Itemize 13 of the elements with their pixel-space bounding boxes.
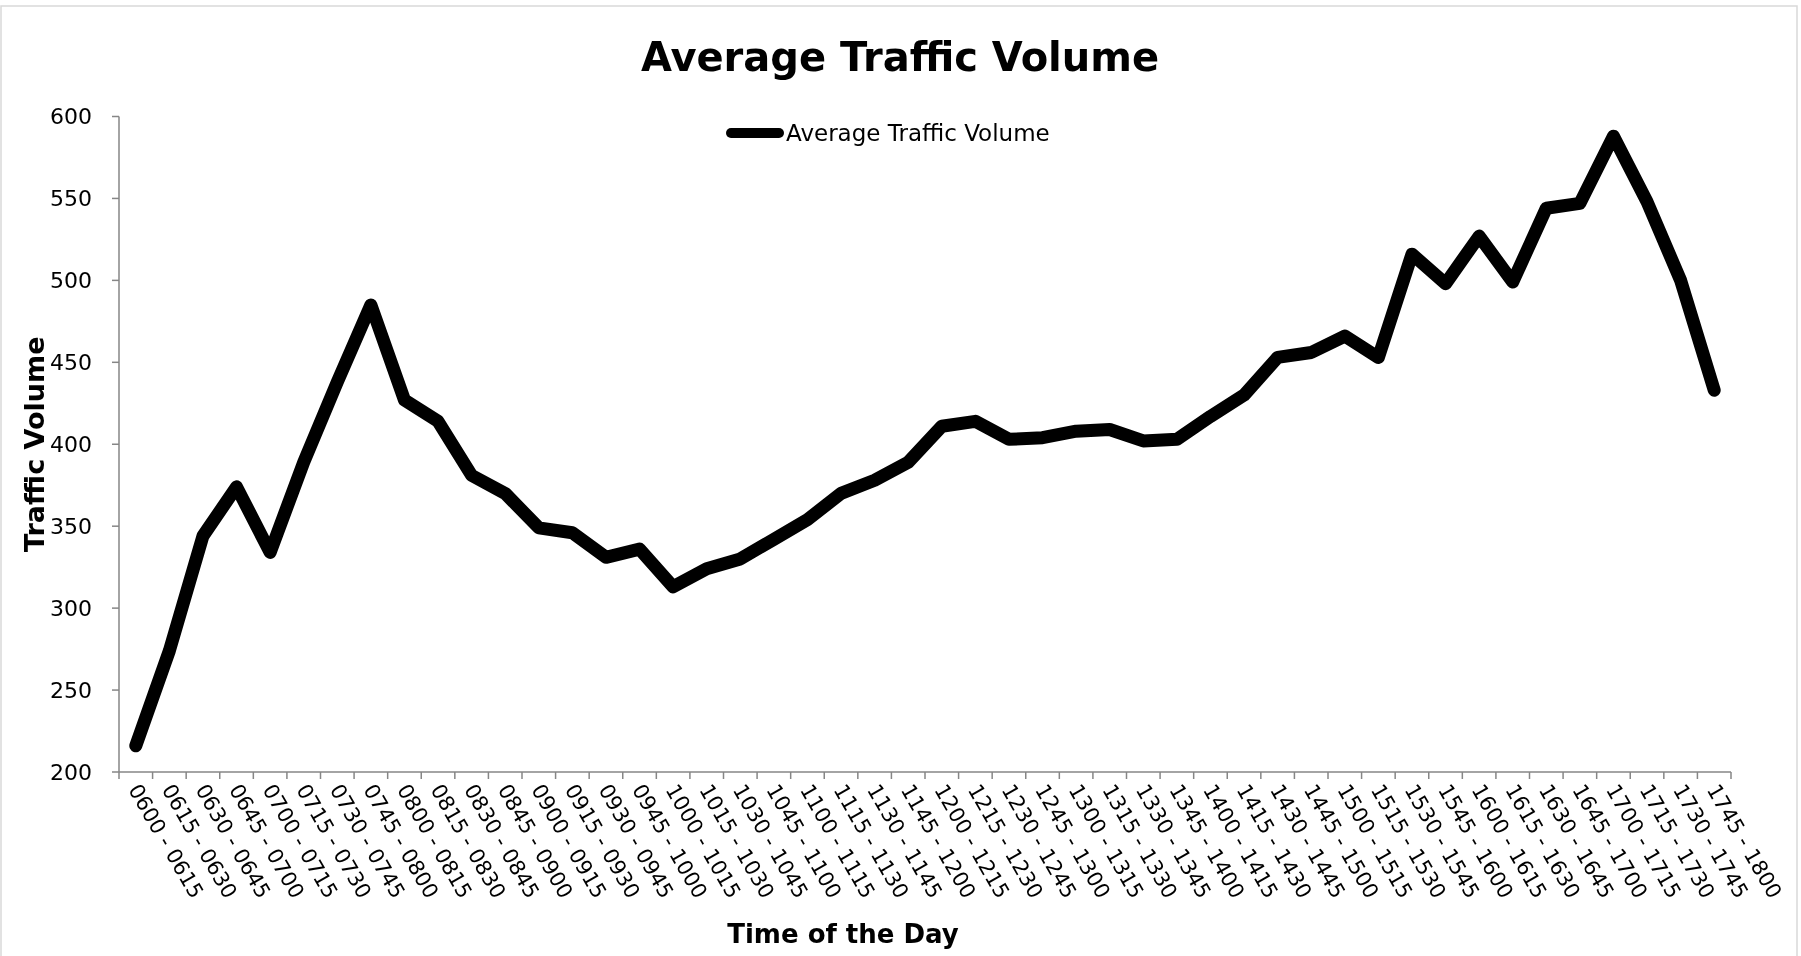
y-tick-label: 450 xyxy=(50,349,92,375)
y-tick-label: 550 xyxy=(50,185,92,211)
y-tick-label: 200 xyxy=(50,759,92,785)
chart-title: Average Traffic Volume xyxy=(640,34,1160,80)
legend-label: Average Traffic Volume xyxy=(786,120,1050,146)
y-tick-label: 300 xyxy=(50,595,92,621)
y-tick-label: 250 xyxy=(50,677,92,703)
y-tick-label: 400 xyxy=(50,431,92,457)
x-axis-title: Time of the Day xyxy=(727,919,959,949)
y-axis-title: Traffic Volume xyxy=(18,336,50,552)
y-tick-label: 500 xyxy=(50,267,92,293)
y-tick-label: 600 xyxy=(50,104,92,129)
y-tick-label: 350 xyxy=(50,513,92,539)
